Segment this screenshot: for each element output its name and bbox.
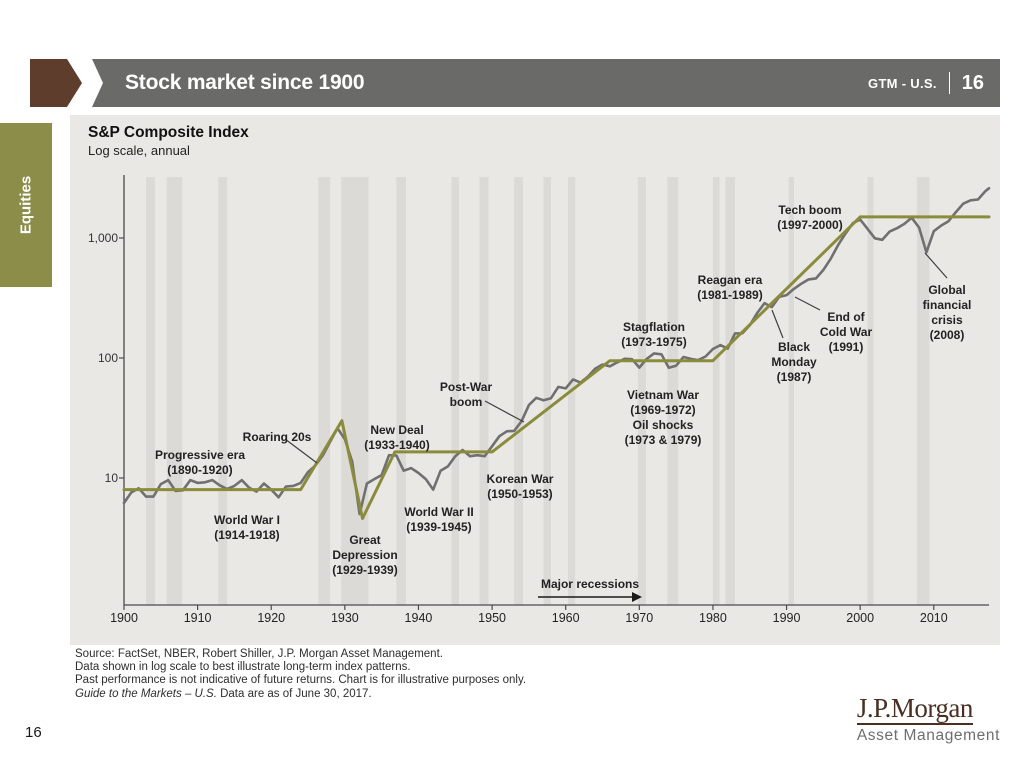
recession-band — [867, 177, 874, 605]
source-line: Guide to the Markets – U.S. Data are as … — [75, 688, 526, 701]
x-tick-label: 1990 — [772, 611, 801, 625]
chart-annotation: Great Depression (1929-1939) — [332, 533, 398, 577]
callout-line — [771, 309, 784, 339]
x-tick-label: 1910 — [183, 611, 212, 625]
source-line: Data shown in log scale to best illustra… — [75, 661, 411, 674]
callout-line — [484, 400, 525, 423]
jpmorgan-logo: J.P.Morgan Asset Management — [856, 693, 1000, 745]
source-line: Source: FactSet, NBER, Robert Shiller, J… — [75, 648, 443, 660]
chart-annotation: World War II (1939-1945) — [404, 505, 474, 534]
recession-band — [341, 177, 369, 605]
x-tick-label: 1940 — [404, 611, 433, 625]
chart-annotation: Roaring 20s — [242, 430, 312, 444]
recessions-arrowhead-icon — [632, 592, 642, 602]
gtm-page-number: 16 — [961, 71, 984, 94]
chart-annotation: End of Cold War (1991) — [819, 310, 873, 354]
sp-composite-chart — [119, 175, 991, 610]
x-tick-label: 1960 — [551, 611, 580, 625]
x-tick-label: 1980 — [699, 611, 727, 625]
x-tick-label: 2010 — [919, 611, 948, 625]
header-right: GTM - U.S. 16 — [868, 72, 1000, 95]
x-tick-label: 1930 — [330, 611, 359, 625]
chart-annotation: Stagflation (1973-1975) — [621, 320, 687, 349]
recession-band — [916, 177, 930, 605]
recession-band — [637, 177, 646, 605]
sidebar-tab-label: Equities — [17, 175, 35, 235]
recession-band — [479, 177, 489, 605]
page-title: Stock market since 1900 — [125, 71, 365, 94]
gtm-separator — [948, 72, 950, 94]
trend-line — [122, 215, 991, 520]
recession-band — [788, 177, 794, 605]
recession-band — [725, 177, 736, 605]
header-bar: Stock market since 1900 GTM - U.S. 16 — [92, 59, 1000, 107]
chart-annotation: Post-War boom — [439, 380, 493, 409]
chart-annotation: Progressive era (1890-1920) — [154, 448, 246, 477]
x-tick-label: 1900 — [110, 611, 138, 625]
chart-annotation: Global financial crisis (2008) — [922, 283, 972, 342]
y-tick-label: 1,000 — [87, 231, 118, 245]
recession-band — [218, 177, 228, 605]
source-text: Source: FactSet, NBER, Robert Shiller, J… — [75, 648, 526, 701]
callout-line — [794, 296, 821, 311]
jpmorgan-logo-name: J.P.Morgan — [856, 693, 973, 725]
header-chevron-icon — [30, 59, 82, 107]
recession-band — [451, 177, 459, 605]
chart-annotation: New Deal (1933-1940) — [364, 423, 430, 452]
callout-line — [284, 438, 318, 464]
source-line: Past performance is not indicative of fu… — [75, 674, 527, 687]
recession-band — [146, 177, 155, 605]
chart-annotation: World War I (1914-1918) — [214, 513, 280, 542]
chart-annotation: Black Monday (1987) — [771, 340, 817, 384]
x-tick-label: 1950 — [478, 611, 506, 625]
recession-band — [667, 177, 679, 605]
callout-line — [924, 252, 948, 279]
x-tick-label: 1970 — [625, 611, 654, 625]
recession-band — [166, 177, 183, 605]
jpmorgan-logo-subtitle: Asset Management — [856, 727, 1000, 744]
chart-annotation: Tech boom (1997-2000) — [777, 203, 843, 232]
recession-band — [514, 177, 524, 605]
data-as-of: Data are as of June 30, 2017. — [216, 687, 372, 700]
chart-annotation: Korean War (1950-1953) — [486, 472, 554, 501]
page-number: 16 — [25, 724, 42, 741]
recession-band — [543, 177, 551, 605]
x-tick-label: 2000 — [846, 611, 875, 625]
sidebar-tab-equities: Equities — [0, 123, 52, 287]
recession-band — [396, 177, 406, 605]
chart-annotation: Reagan era (1981-1989) — [697, 273, 763, 302]
major-recessions-label: Major recessions — [540, 577, 640, 591]
chart-subtitle: Log scale, annual — [88, 143, 190, 158]
chart-title: S&P Composite Index — [88, 124, 249, 141]
recession-band — [318, 177, 331, 605]
slide-header: Stock market since 1900 GTM - U.S. 16 — [30, 59, 1000, 107]
recession-band — [712, 177, 720, 605]
gtm-citation: Guide to the Markets – U.S. — [75, 687, 217, 700]
x-tick-label: 1920 — [257, 611, 286, 625]
chart-card: S&P Composite Index Log scale, annual 10… — [70, 115, 1000, 645]
y-tick-label: 10 — [104, 471, 118, 485]
chart-annotation: Vietnam War (1969-1972) Oil shocks (1973… — [624, 388, 702, 447]
y-tick-label: 100 — [97, 351, 118, 365]
gtm-label: GTM - U.S. — [868, 75, 937, 91]
